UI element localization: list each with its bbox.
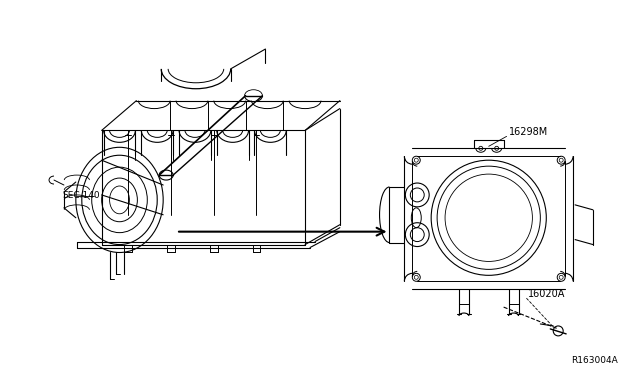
Text: SEC.140: SEC.140 [62,192,100,201]
Text: R163004A: R163004A [571,356,618,365]
Text: 16298M: 16298M [509,127,548,137]
Text: 16020A: 16020A [529,289,566,299]
